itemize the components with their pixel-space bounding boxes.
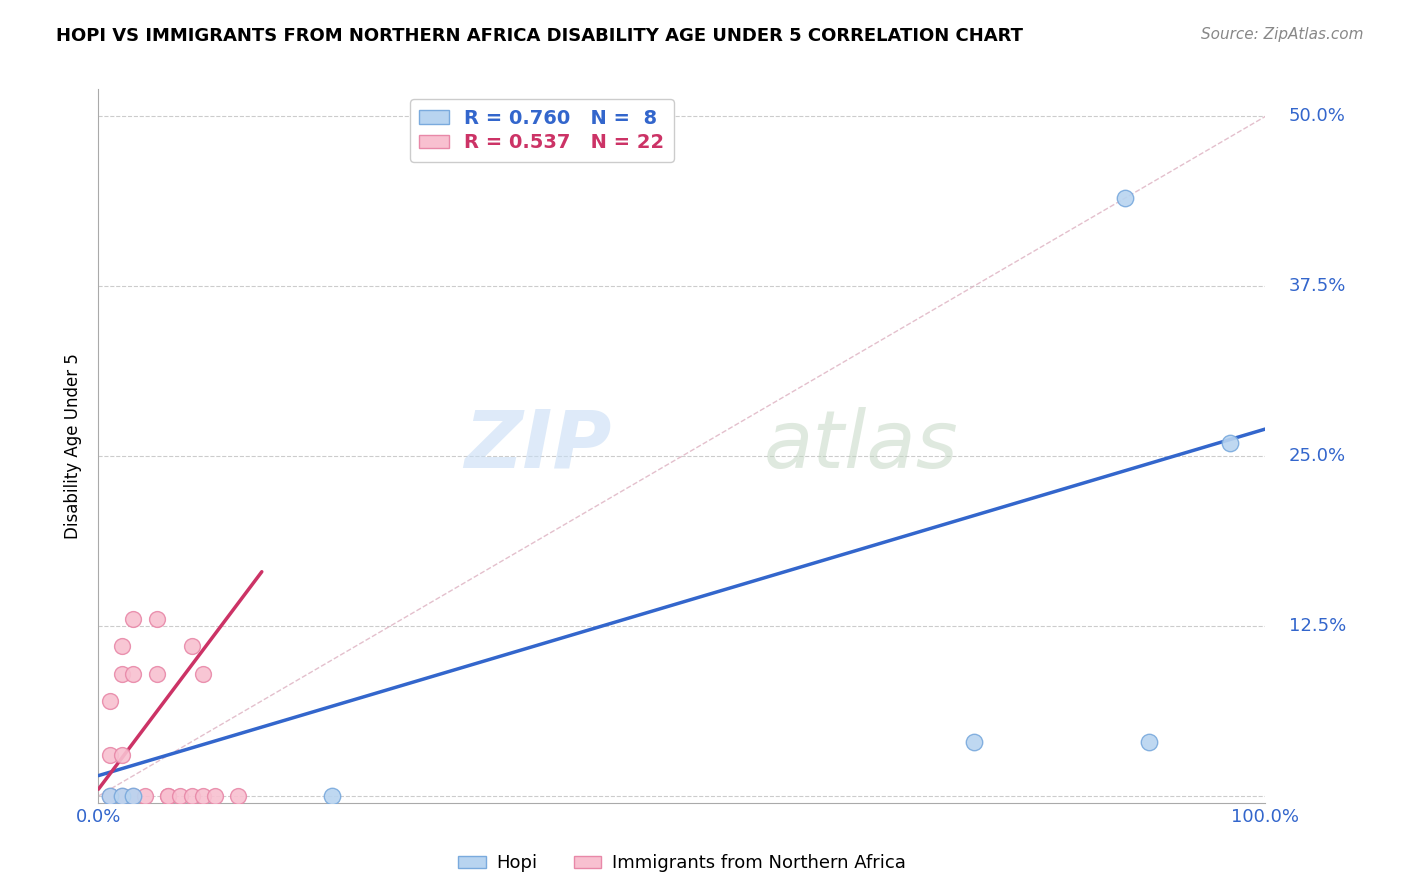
Point [111, 789, 134, 803]
Point [193, 789, 215, 803]
Point [122, 789, 145, 803]
Point [134, 789, 156, 803]
Y-axis label: Disability Age Under 5: Disability Age Under 5 [65, 353, 83, 539]
Text: atlas: atlas [763, 407, 959, 485]
Point [122, 789, 145, 803]
Legend: Hopi, Immigrants from Northern Africa: Hopi, Immigrants from Northern Africa [451, 847, 912, 880]
Point [98, 789, 121, 803]
Point [111, 789, 134, 803]
Point [157, 789, 180, 803]
Point [157, 789, 180, 803]
Point [1114, 191, 1136, 205]
Point [1219, 435, 1241, 450]
Point [111, 748, 134, 763]
Point [111, 666, 134, 681]
Point [169, 789, 191, 803]
Point [122, 666, 145, 681]
Point [98, 694, 121, 708]
Text: ZIP: ZIP [464, 407, 612, 485]
Text: HOPI VS IMMIGRANTS FROM NORTHERN AFRICA DISABILITY AGE UNDER 5 CORRELATION CHART: HOPI VS IMMIGRANTS FROM NORTHERN AFRICA … [56, 27, 1024, 45]
Point [204, 789, 226, 803]
Point [98, 789, 121, 803]
Point [122, 612, 145, 626]
Text: 50.0%: 50.0% [1289, 107, 1346, 126]
Point [321, 789, 343, 803]
Point [146, 612, 169, 626]
Text: 37.5%: 37.5% [1289, 277, 1346, 295]
Point [146, 666, 169, 681]
Text: Source: ZipAtlas.com: Source: ZipAtlas.com [1201, 27, 1364, 42]
Point [111, 640, 134, 654]
Point [228, 789, 250, 803]
Point [98, 748, 121, 763]
Point [180, 789, 202, 803]
Text: 12.5%: 12.5% [1289, 617, 1346, 635]
Point [962, 734, 984, 748]
Point [193, 666, 215, 681]
Text: 25.0%: 25.0% [1289, 447, 1346, 466]
Point [1137, 734, 1160, 748]
Point [180, 640, 202, 654]
